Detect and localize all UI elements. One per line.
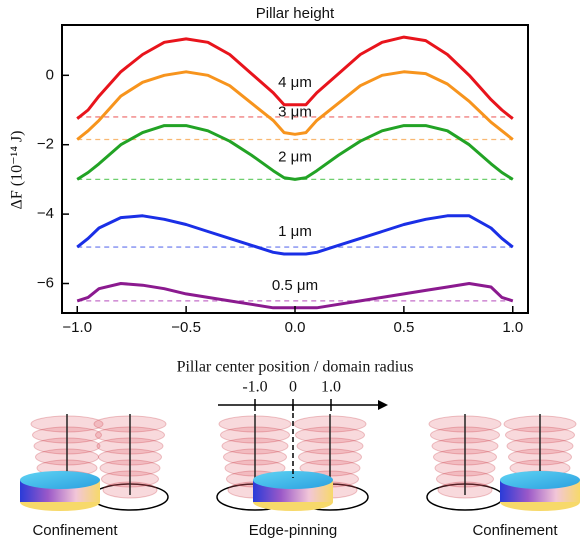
caption: Confinement: [32, 522, 118, 539]
disk-top: [500, 471, 580, 489]
y-tick-label: −2: [37, 136, 54, 153]
series-line: [76, 35, 514, 120]
series-label: 3 μm: [278, 103, 312, 120]
y-axis-label: ΔF (10⁻¹⁴ J): [9, 131, 26, 210]
series-label: 4 μm: [278, 74, 312, 91]
x-tick-label: 0.0: [285, 319, 306, 336]
series-line: [76, 124, 514, 181]
disk-top: [20, 471, 100, 489]
position-tick-label: 0: [289, 379, 297, 396]
chart-title: Pillar height: [256, 5, 335, 22]
x-tick-label: 0.5: [393, 319, 414, 336]
caption: Confinement: [472, 522, 558, 539]
position-tick-label: -1.0: [242, 379, 267, 396]
plot-frame: [61, 24, 529, 314]
series-line: [76, 70, 514, 141]
caption: Edge-pinning: [249, 522, 337, 539]
illustration: [20, 405, 580, 511]
x-axis-label: Pillar center position / domain radius: [177, 359, 414, 376]
series-label: 2 μm: [278, 148, 312, 165]
series-label: 1 μm: [278, 223, 312, 240]
disk-top: [253, 471, 333, 489]
arrow-head: [378, 400, 388, 410]
x-tick-label: 1.0: [502, 319, 523, 336]
series-line: [76, 214, 514, 256]
x-tick-label: −0.5: [171, 319, 201, 336]
series-label: 0.5 μm: [272, 277, 318, 294]
y-tick-label: 0: [46, 66, 54, 83]
position-tick-label: 1.0: [321, 379, 341, 396]
y-tick-label: −6: [37, 274, 54, 291]
y-tick-label: −4: [37, 205, 54, 222]
x-tick-label: −1.0: [62, 319, 92, 336]
